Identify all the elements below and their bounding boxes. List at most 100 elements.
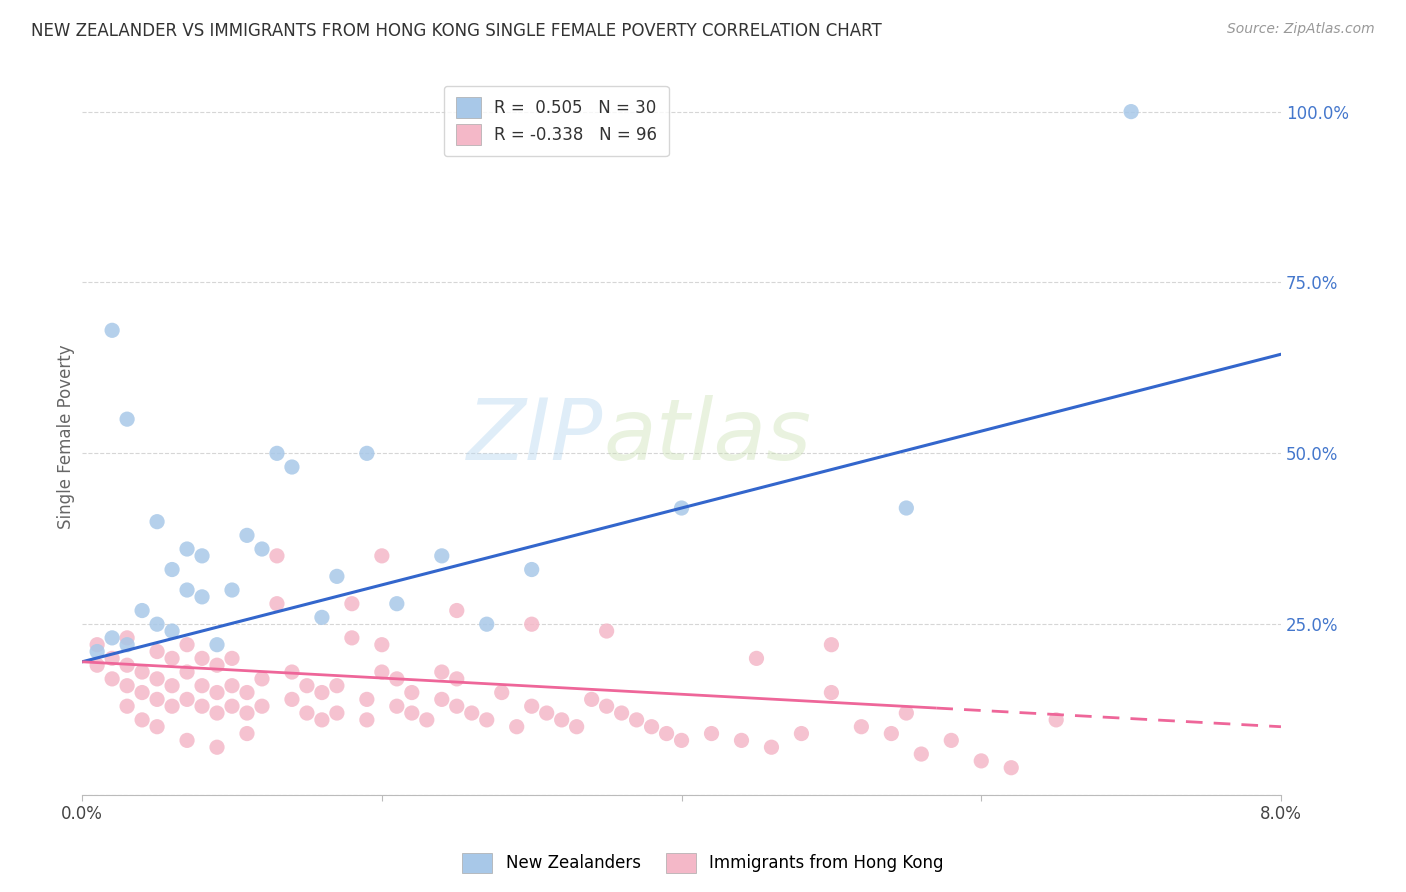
Point bbox=[340, 631, 363, 645]
Point bbox=[266, 446, 288, 460]
Point bbox=[520, 562, 543, 576]
Point bbox=[146, 515, 169, 529]
Point bbox=[610, 706, 633, 720]
Point bbox=[146, 692, 169, 706]
Point bbox=[385, 597, 408, 611]
Point bbox=[205, 740, 228, 755]
Point bbox=[550, 713, 572, 727]
Point bbox=[191, 651, 214, 665]
Point bbox=[745, 651, 768, 665]
Point bbox=[910, 747, 932, 761]
Point bbox=[221, 582, 243, 597]
Point bbox=[146, 720, 169, 734]
Point bbox=[340, 597, 363, 611]
Point bbox=[115, 412, 138, 426]
Point bbox=[520, 617, 543, 632]
Point bbox=[790, 726, 813, 740]
Point bbox=[851, 720, 873, 734]
Point bbox=[401, 706, 423, 720]
Text: Source: ZipAtlas.com: Source: ZipAtlas.com bbox=[1227, 22, 1375, 37]
Point bbox=[191, 679, 214, 693]
Point bbox=[131, 665, 153, 679]
Point bbox=[671, 733, 693, 747]
Point bbox=[250, 699, 273, 714]
Point bbox=[221, 651, 243, 665]
Point bbox=[1045, 713, 1067, 727]
Point bbox=[970, 754, 993, 768]
Point bbox=[160, 562, 183, 576]
Point bbox=[326, 706, 349, 720]
Point bbox=[430, 549, 453, 563]
Point bbox=[101, 651, 124, 665]
Point bbox=[626, 713, 648, 727]
Point bbox=[146, 672, 169, 686]
Point bbox=[176, 733, 198, 747]
Point bbox=[730, 733, 752, 747]
Legend: R =  0.505   N = 30, R = -0.338   N = 96: R = 0.505 N = 30, R = -0.338 N = 96 bbox=[444, 86, 669, 156]
Point bbox=[311, 610, 333, 624]
Point bbox=[595, 699, 617, 714]
Point bbox=[1000, 761, 1022, 775]
Point bbox=[700, 726, 723, 740]
Point bbox=[941, 733, 963, 747]
Point bbox=[205, 658, 228, 673]
Point bbox=[326, 569, 349, 583]
Point bbox=[520, 699, 543, 714]
Y-axis label: Single Female Poverty: Single Female Poverty bbox=[58, 344, 75, 529]
Point bbox=[416, 713, 439, 727]
Point bbox=[506, 720, 529, 734]
Point bbox=[160, 651, 183, 665]
Point bbox=[266, 549, 288, 563]
Point bbox=[536, 706, 558, 720]
Point bbox=[655, 726, 678, 740]
Point bbox=[671, 501, 693, 516]
Point bbox=[250, 672, 273, 686]
Point bbox=[176, 692, 198, 706]
Point bbox=[446, 603, 468, 617]
Point bbox=[191, 590, 214, 604]
Point bbox=[86, 638, 108, 652]
Point bbox=[131, 685, 153, 699]
Point bbox=[1119, 104, 1142, 119]
Text: atlas: atlas bbox=[603, 395, 811, 478]
Point bbox=[356, 713, 378, 727]
Point bbox=[896, 706, 918, 720]
Point bbox=[176, 541, 198, 556]
Legend: New Zealanders, Immigrants from Hong Kong: New Zealanders, Immigrants from Hong Kon… bbox=[456, 847, 950, 880]
Point bbox=[236, 528, 259, 542]
Point bbox=[820, 638, 842, 652]
Point bbox=[326, 679, 349, 693]
Text: NEW ZEALANDER VS IMMIGRANTS FROM HONG KONG SINGLE FEMALE POVERTY CORRELATION CHA: NEW ZEALANDER VS IMMIGRANTS FROM HONG KO… bbox=[31, 22, 882, 40]
Point bbox=[115, 658, 138, 673]
Point bbox=[475, 617, 498, 632]
Point bbox=[115, 699, 138, 714]
Point bbox=[565, 720, 588, 734]
Point bbox=[191, 699, 214, 714]
Point bbox=[205, 685, 228, 699]
Point bbox=[221, 679, 243, 693]
Point bbox=[191, 549, 214, 563]
Point bbox=[205, 706, 228, 720]
Point bbox=[146, 617, 169, 632]
Point bbox=[221, 699, 243, 714]
Point bbox=[236, 706, 259, 720]
Point bbox=[356, 446, 378, 460]
Point bbox=[446, 672, 468, 686]
Point bbox=[281, 665, 304, 679]
Point bbox=[176, 665, 198, 679]
Point bbox=[160, 699, 183, 714]
Point bbox=[101, 323, 124, 337]
Point bbox=[820, 685, 842, 699]
Point bbox=[295, 679, 318, 693]
Point bbox=[761, 740, 783, 755]
Point bbox=[160, 624, 183, 638]
Point bbox=[461, 706, 484, 720]
Point bbox=[446, 699, 468, 714]
Point bbox=[491, 685, 513, 699]
Point bbox=[131, 603, 153, 617]
Point bbox=[311, 713, 333, 727]
Point bbox=[250, 541, 273, 556]
Point bbox=[101, 631, 124, 645]
Point bbox=[146, 644, 169, 658]
Point bbox=[115, 679, 138, 693]
